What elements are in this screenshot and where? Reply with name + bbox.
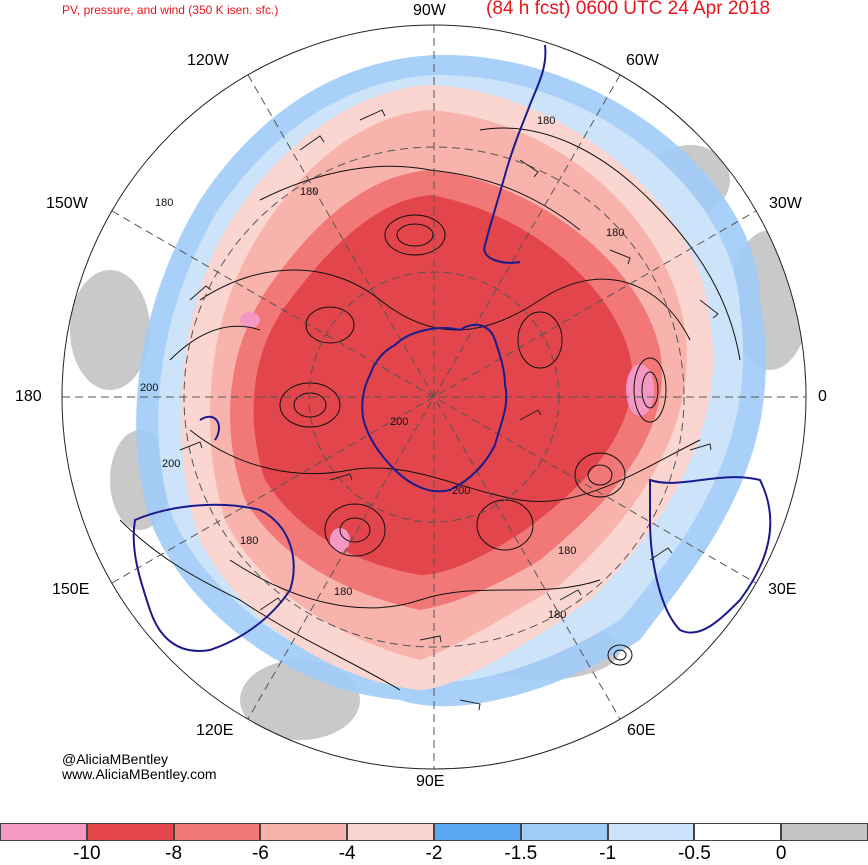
- colorbar-swatch: [260, 823, 348, 841]
- colorbar-tick-label: -1: [599, 843, 617, 864]
- colorbar-swatch: [347, 823, 434, 841]
- forecast-title: (84 h fcst) 0600 UTC 24 Apr 2018: [486, 0, 771, 19]
- lon-label-120w: 120W: [187, 52, 229, 69]
- lon-label-90w: 90W: [413, 2, 446, 19]
- contour-value-labels: 180 180 180 180 180 180 180 180 200 200 …: [140, 115, 624, 621]
- contour-label: 200: [390, 416, 408, 428]
- colorbar-swatch: [781, 823, 868, 841]
- africa-coast: [649, 476, 772, 634]
- credit-handle: @AliciaMBentley: [62, 751, 169, 767]
- map-boundary: [61, 24, 807, 770]
- contour-label: 180: [240, 535, 258, 547]
- contour-label: 180: [155, 197, 173, 209]
- new-zealand-coast: [199, 415, 220, 441]
- wind-barbs: [179, 109, 719, 711]
- lon-label-150w: 150W: [46, 195, 88, 212]
- south-america-coast: [483, 44, 547, 264]
- contour-label: 180: [334, 586, 352, 598]
- pressure-contours: [119, 127, 741, 691]
- colorbar-swatch: [607, 823, 695, 841]
- graticule: [62, 25, 806, 769]
- australia-coast: [132, 503, 295, 652]
- colorbar: -10 -8 -6 -4 -2 -1.5 -1 -0.5 0: [0, 823, 868, 865]
- colorbar-tick-label: -8: [165, 843, 183, 864]
- colorbar-tick-label: 0: [775, 843, 787, 864]
- contour-label: 200: [162, 458, 180, 470]
- colorbar-tick-label: -1.5: [504, 843, 538, 864]
- lon-label-0: 0: [818, 388, 827, 405]
- lon-label-180: 180: [15, 388, 42, 405]
- colorbar-swatch: [86, 823, 174, 841]
- contour-label: 180: [558, 545, 576, 557]
- contour-label: 200: [452, 485, 470, 497]
- colorbar-swatch: [434, 823, 521, 841]
- contour-label: 180: [300, 186, 318, 198]
- colorbar-tick-label: -10: [73, 843, 101, 864]
- pv-pink-patches: [240, 312, 654, 552]
- colorbar-tick-label: -2: [425, 843, 443, 864]
- colorbar-swatch: [0, 823, 87, 841]
- product-title: PV, pressure, and wind (350 K isen. sfc.…: [62, 3, 279, 17]
- contour-label: 200: [140, 382, 158, 394]
- lon-label-150e: 150E: [52, 581, 90, 598]
- colorbar-tick-label: -4: [338, 843, 356, 864]
- lon-label-60w: 60W: [626, 52, 659, 69]
- credit-website: www.AliciaMBentley.com: [62, 766, 217, 782]
- colorbar-swatch: [173, 823, 261, 841]
- polar-map: 180 180 180 180 180 180 180 180 200 200 …: [61, 24, 807, 770]
- colorbar-tick-label: -0.5: [678, 843, 711, 864]
- contour-label: 180: [537, 115, 555, 127]
- colorbar-tick-label: -6: [251, 843, 269, 864]
- pv-core-region: [253, 195, 633, 575]
- contour-label: 180: [548, 609, 566, 621]
- lon-label-90e: 90E: [416, 773, 445, 790]
- colorbar-swatch: [694, 823, 782, 841]
- lon-label-120e: 120E: [196, 722, 234, 739]
- antarctica-coast: [361, 323, 508, 493]
- colorbar-swatch: [520, 823, 608, 841]
- lon-label-30w: 30W: [769, 195, 802, 212]
- contour-label: 180: [606, 227, 624, 239]
- lon-label-30e: 30E: [768, 581, 797, 598]
- coastlines: [132, 44, 772, 652]
- lon-label-60e: 60E: [627, 722, 656, 739]
